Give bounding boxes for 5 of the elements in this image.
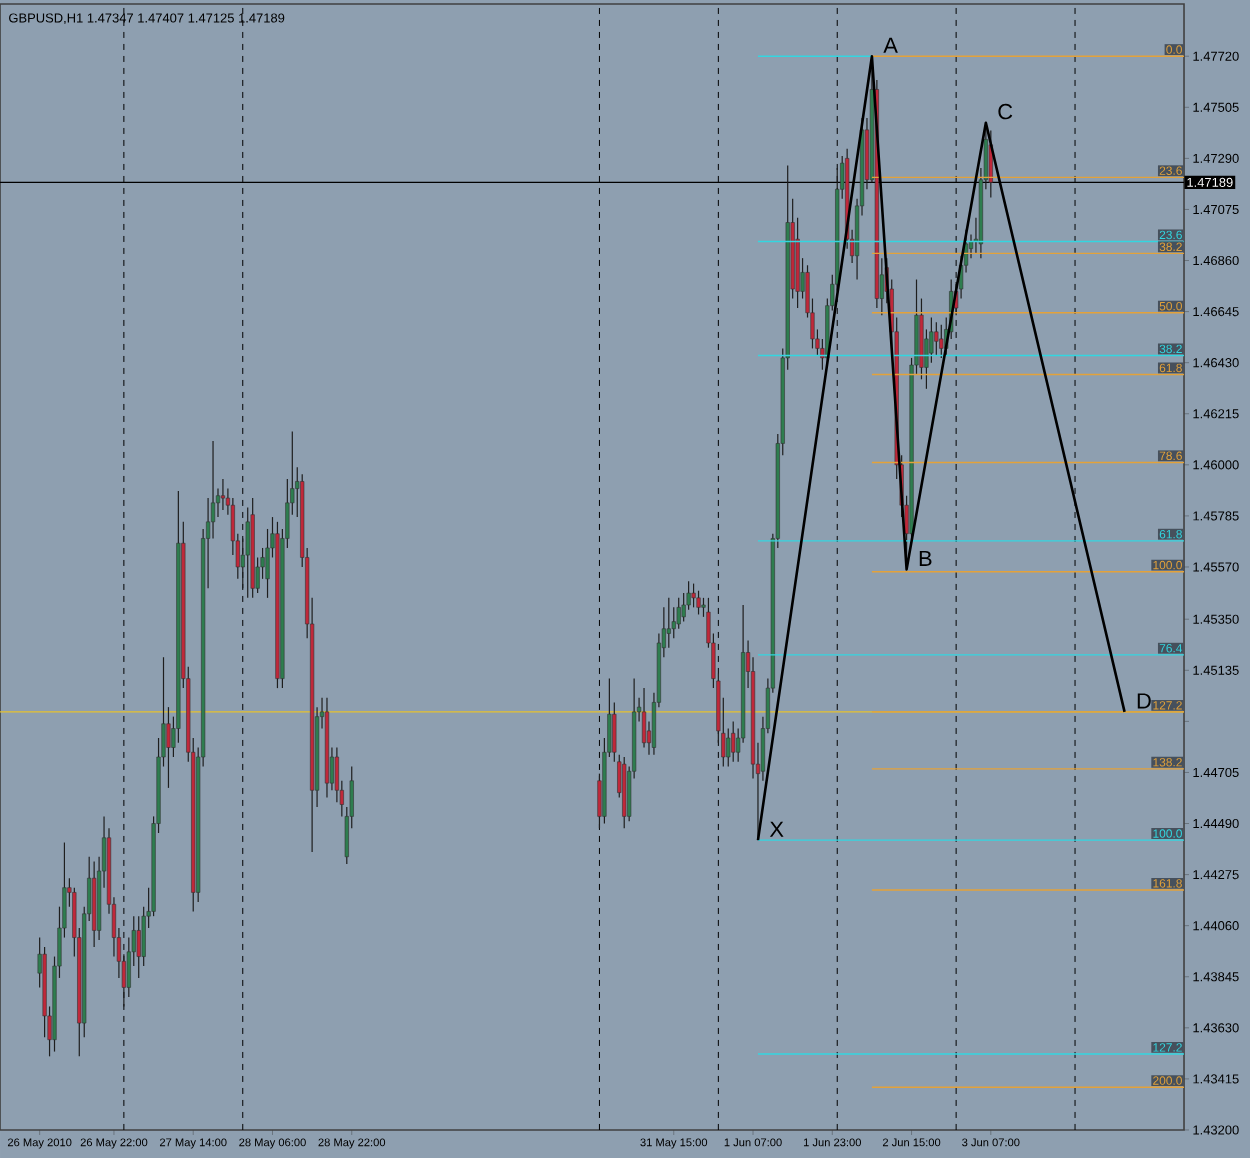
annotation: X	[769, 821, 784, 837]
annotation: D	[1137, 693, 1151, 709]
annotation: B	[919, 550, 932, 566]
annotation: A	[883, 37, 898, 53]
annotation: C	[998, 103, 1013, 120]
